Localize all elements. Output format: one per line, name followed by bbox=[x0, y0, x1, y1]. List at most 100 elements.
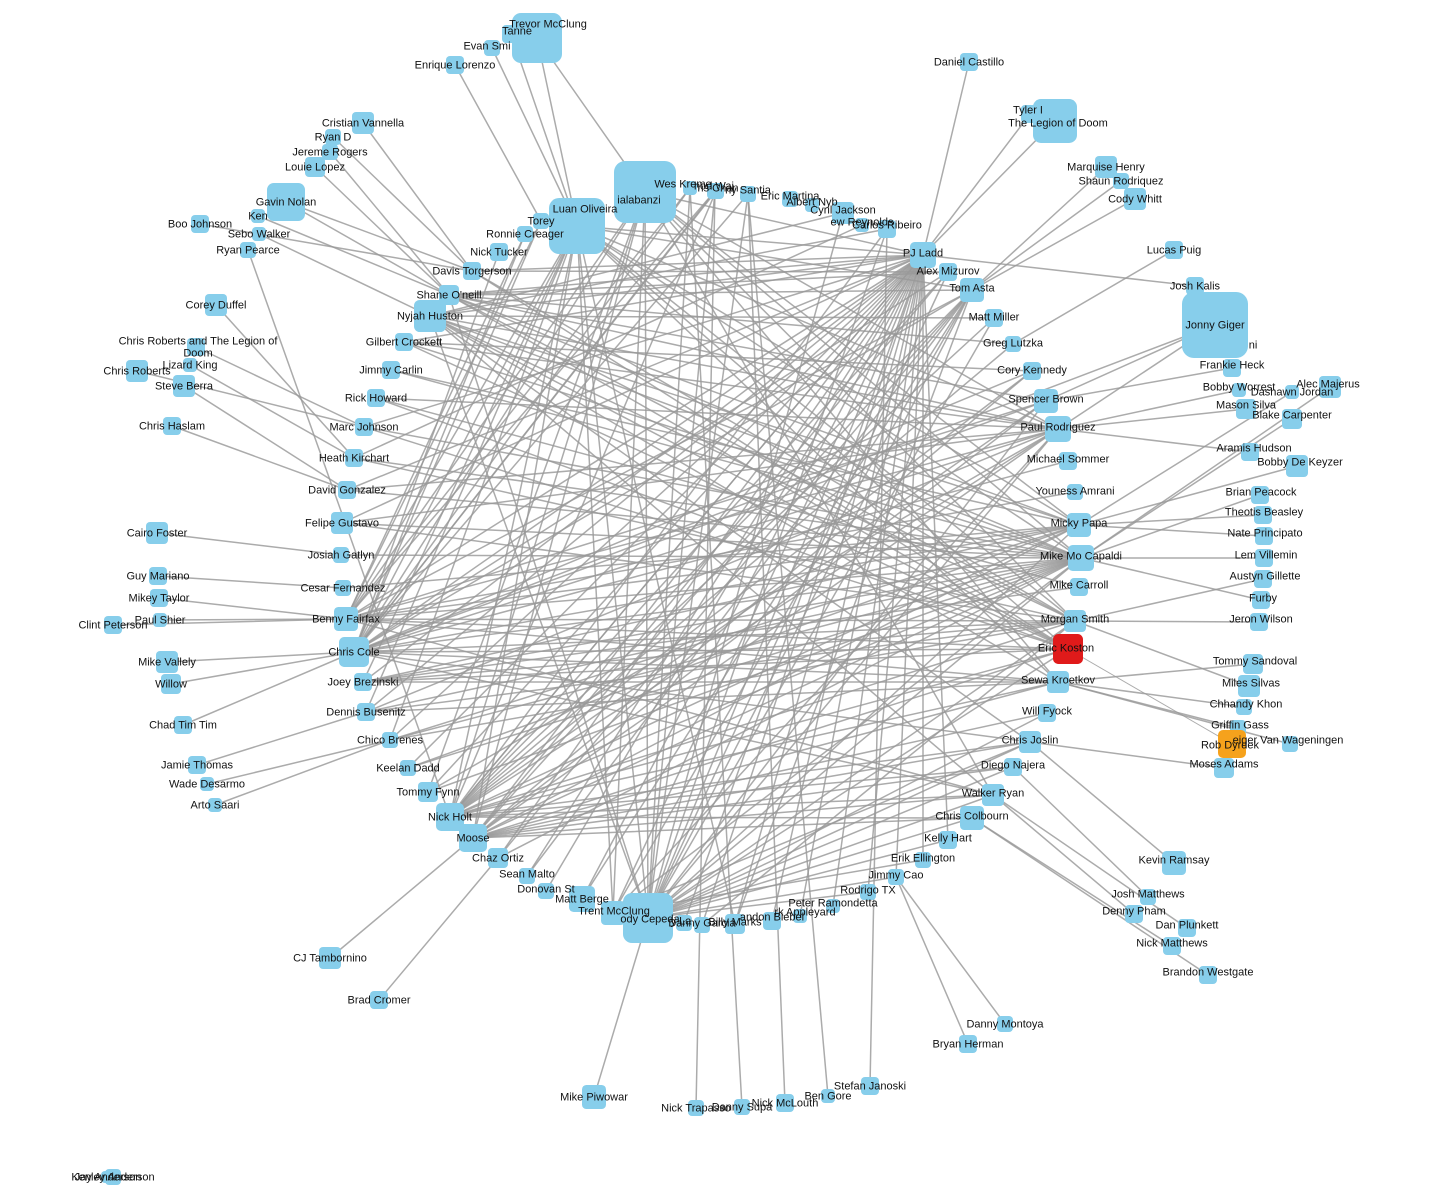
node-haslam[interactable] bbox=[163, 417, 181, 435]
node-tommyfynn[interactable] bbox=[418, 782, 438, 802]
node-louie[interactable] bbox=[305, 157, 325, 177]
node-bengore[interactable] bbox=[821, 1089, 835, 1103]
node-joshmatthews[interactable] bbox=[1140, 889, 1156, 905]
node-spencer[interactable] bbox=[1034, 389, 1058, 413]
node-colbourn[interactable] bbox=[960, 806, 984, 830]
node-wes[interactable] bbox=[683, 181, 697, 195]
node-worrest[interactable] bbox=[1232, 383, 1246, 397]
node-cory[interactable] bbox=[1023, 362, 1041, 380]
node-alec[interactable] bbox=[1319, 376, 1341, 398]
node-youness[interactable] bbox=[1067, 484, 1083, 500]
node-josiah[interactable] bbox=[333, 547, 349, 563]
node-giger[interactable] bbox=[1182, 292, 1248, 358]
node-evansmith[interactable] bbox=[484, 40, 500, 56]
node-shane[interactable] bbox=[439, 285, 459, 305]
node-stefan[interactable] bbox=[861, 1077, 879, 1095]
node-boo[interactable] bbox=[191, 215, 209, 233]
node-aramis[interactable] bbox=[1241, 443, 1259, 461]
node-mikeytaylor[interactable] bbox=[150, 589, 168, 607]
node-corey[interactable] bbox=[205, 294, 227, 316]
node-jereme[interactable] bbox=[322, 144, 338, 160]
node-sewa[interactable] bbox=[1047, 671, 1069, 693]
node-marquise[interactable] bbox=[1095, 156, 1117, 178]
node-sommer[interactable] bbox=[1059, 452, 1077, 470]
node-gavin[interactable] bbox=[267, 183, 305, 221]
node-legion[interactable] bbox=[1033, 99, 1077, 143]
node-gilbert[interactable] bbox=[395, 333, 413, 351]
node-dekeyzer[interactable] bbox=[1286, 455, 1308, 477]
node-rickhoward[interactable] bbox=[367, 389, 385, 407]
node-masonsilva[interactable] bbox=[1236, 399, 1256, 419]
node-arto[interactable] bbox=[208, 798, 222, 812]
node-dyrdek[interactable] bbox=[1218, 730, 1246, 758]
node-nickholt[interactable] bbox=[436, 803, 464, 831]
node-furby[interactable] bbox=[1252, 591, 1270, 609]
node-sebo[interactable] bbox=[252, 227, 266, 241]
node-marc[interactable] bbox=[355, 418, 373, 436]
node-tommysandoval[interactable] bbox=[1243, 654, 1263, 674]
node-daniel[interactable] bbox=[960, 53, 978, 71]
node-bryanherman[interactable] bbox=[959, 1035, 977, 1053]
node-danplunkett[interactable] bbox=[1178, 919, 1196, 937]
node-eiger[interactable] bbox=[1282, 736, 1298, 752]
node-theotis[interactable] bbox=[1254, 506, 1272, 524]
node-layton[interactable] bbox=[676, 915, 692, 931]
node-montoya[interactable] bbox=[997, 1016, 1013, 1032]
node-vallely[interactable] bbox=[156, 651, 178, 673]
node-nicktucker[interactable] bbox=[490, 243, 508, 261]
node-joshkalis[interactable] bbox=[1186, 277, 1204, 295]
node-shaun[interactable] bbox=[1113, 173, 1129, 189]
node-cody[interactable] bbox=[623, 893, 673, 943]
node-ryanpearce[interactable] bbox=[240, 242, 256, 258]
node-heath[interactable] bbox=[345, 449, 363, 467]
node-torey[interactable] bbox=[533, 213, 549, 229]
node-blake[interactable] bbox=[1282, 409, 1302, 429]
node-peacock[interactable] bbox=[1251, 486, 1269, 504]
node-walker[interactable] bbox=[982, 784, 1004, 806]
node-erik[interactable] bbox=[915, 852, 931, 868]
node-willfyock[interactable] bbox=[1038, 704, 1056, 722]
node-ronnie[interactable] bbox=[517, 226, 533, 242]
node-frankie[interactable] bbox=[1223, 359, 1241, 377]
node-miles[interactable] bbox=[1238, 675, 1260, 697]
node-alexmiz[interactable] bbox=[939, 263, 957, 281]
node-cj[interactable] bbox=[319, 947, 341, 969]
node-ryand[interactable] bbox=[325, 129, 341, 145]
node-clint[interactable] bbox=[104, 616, 122, 634]
node-guy[interactable] bbox=[149, 567, 167, 585]
node-pjladd[interactable] bbox=[910, 242, 936, 268]
node-chrisroberts[interactable] bbox=[126, 360, 148, 382]
node-morgan[interactable] bbox=[1064, 610, 1086, 632]
node-wade[interactable] bbox=[200, 777, 214, 791]
node-mattberger[interactable] bbox=[569, 886, 595, 912]
node-enrique[interactable] bbox=[446, 56, 464, 74]
node-mattmiller[interactable] bbox=[985, 309, 1003, 327]
node-donovan[interactable] bbox=[538, 883, 554, 899]
node-kevinramsay[interactable] bbox=[1162, 851, 1186, 875]
node-biebel[interactable] bbox=[763, 912, 781, 930]
node-lucas[interactable] bbox=[1165, 241, 1183, 259]
node-nickmatthews[interactable] bbox=[1163, 937, 1181, 955]
node-davidg[interactable] bbox=[338, 481, 356, 499]
node-bradcromer[interactable] bbox=[370, 991, 388, 1009]
node-jimmycao[interactable] bbox=[888, 869, 904, 885]
node-dannygarcia[interactable] bbox=[694, 917, 710, 933]
node-benny[interactable] bbox=[334, 607, 358, 631]
node-jeron[interactable] bbox=[1250, 613, 1268, 631]
node-westgate[interactable] bbox=[1199, 966, 1217, 984]
node-mikemo[interactable] bbox=[1068, 545, 1094, 571]
node-peter[interactable] bbox=[826, 899, 840, 913]
node-joey[interactable] bbox=[354, 673, 372, 691]
node-dashawn[interactable] bbox=[1285, 385, 1299, 399]
node-appleyard[interactable] bbox=[793, 909, 807, 923]
node-luan[interactable] bbox=[549, 198, 605, 254]
node-codywhitt[interactable] bbox=[1124, 188, 1146, 210]
node-keelan[interactable] bbox=[400, 760, 416, 776]
node-kenley[interactable] bbox=[105, 1169, 121, 1185]
node-lizard[interactable] bbox=[183, 358, 197, 372]
node-albert[interactable] bbox=[805, 198, 819, 212]
node-cesar[interactable] bbox=[335, 580, 351, 596]
node-diego[interactable] bbox=[1004, 758, 1022, 776]
node-micky[interactable] bbox=[1067, 513, 1091, 537]
